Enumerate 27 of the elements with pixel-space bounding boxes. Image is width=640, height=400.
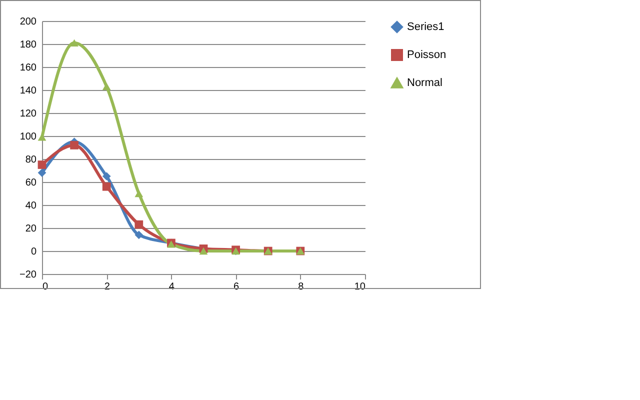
y-tick-label: 0 (30, 246, 37, 258)
y-tick-label: 20 (25, 224, 37, 234)
legend-label: Poisson (407, 49, 446, 61)
point (70, 39, 78, 46)
y-tick-label: 160 (20, 62, 37, 74)
point (134, 220, 144, 229)
y-tick-label: −20 (20, 270, 37, 280)
x-tick-label: 4 (168, 282, 175, 292)
y-tick-label: 200 (20, 16, 37, 28)
point (102, 172, 111, 180)
y-tick-label: 140 (20, 86, 37, 96)
point (38, 160, 46, 169)
point (134, 230, 144, 240)
point (70, 141, 78, 150)
point (199, 247, 208, 255)
y-tick-label: 40 (25, 200, 37, 212)
y-tick-label: 120 (20, 108, 37, 120)
point (134, 190, 144, 198)
legend-label: Series1 (407, 21, 444, 33)
point (102, 82, 111, 90)
y-tick-label: 80 (25, 154, 37, 166)
y-tick-label: 100 (20, 132, 37, 142)
legend-label: Normal (407, 77, 442, 89)
y-tick-label: 60 (25, 178, 37, 188)
point (38, 168, 46, 177)
point (102, 182, 111, 191)
y-tick-label: 180 (20, 40, 37, 50)
